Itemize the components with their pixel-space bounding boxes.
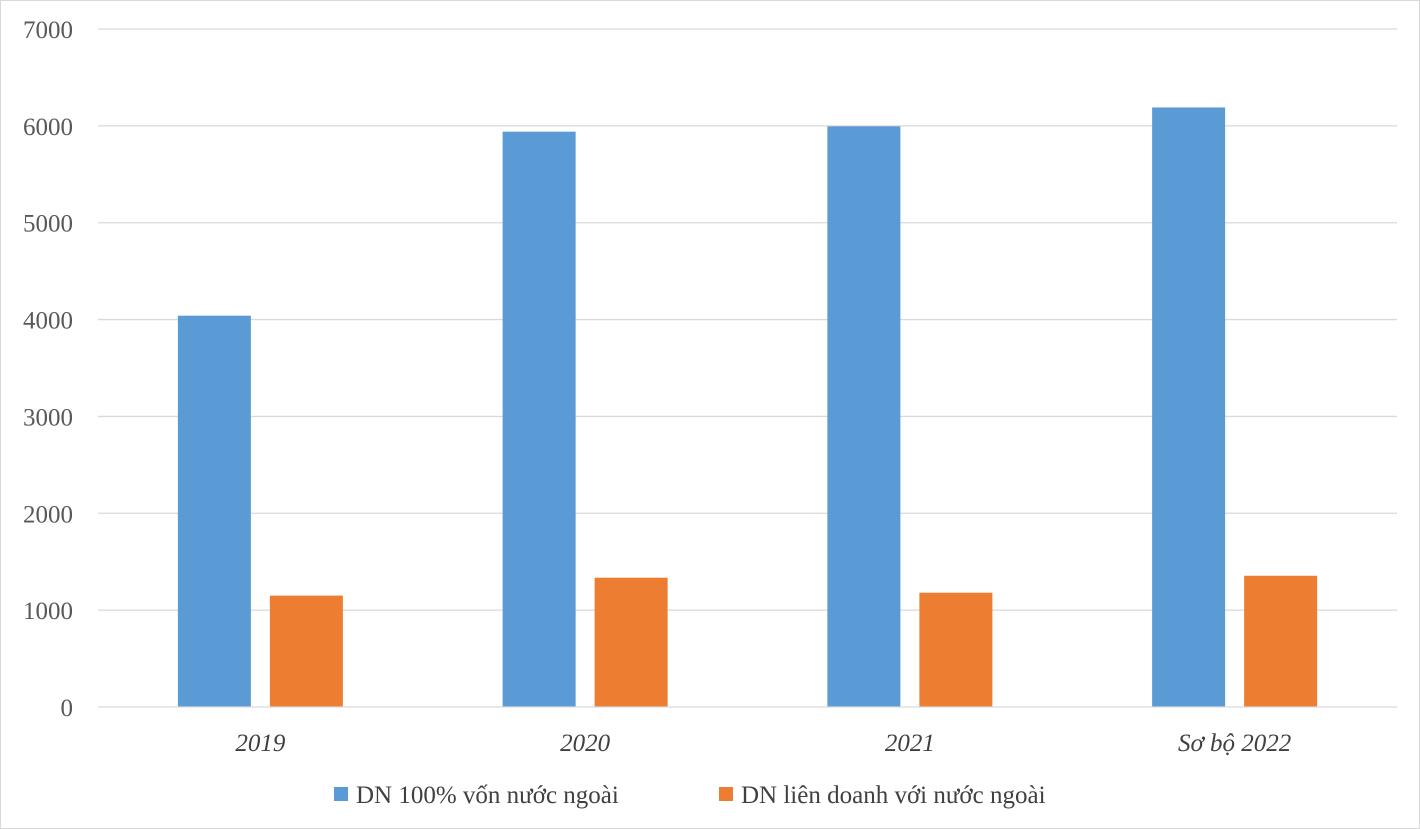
x-category-label: Sơ bộ 2022 [1178, 730, 1291, 757]
y-tick-label: 4000 [23, 308, 73, 335]
bar-dn-100-von-nuoc-ngoai-1 [502, 131, 576, 707]
y-axis-ticks: 0 1000 2000 3000 4000 5000 6000 7000 [23, 17, 73, 722]
bar-dn-lien-doanh-1 [594, 577, 668, 707]
bar-dn-100-von-nuoc-ngoai-3 [1152, 107, 1226, 707]
x-category-label: 2020 [560, 730, 611, 757]
y-tick-label: 7000 [23, 17, 73, 44]
bar-dn-lien-doanh-2 [919, 592, 993, 707]
y-tick-label: 6000 [23, 114, 73, 141]
bar-dn-lien-doanh-3 [1244, 575, 1318, 707]
bar-dn-100-von-nuoc-ngoai-2 [827, 126, 901, 707]
y-tick-label: 3000 [23, 404, 73, 431]
bars [177, 107, 1318, 707]
y-tick-label: 5000 [23, 211, 73, 238]
x-axis-categories: 2019 2020 2021 Sơ bộ 2022 [235, 730, 1291, 757]
y-tick-label: 1000 [23, 598, 73, 625]
y-tick-label: 0 [61, 695, 74, 722]
legend-swatch [719, 787, 733, 801]
bar-dn-lien-doanh-0 [269, 595, 343, 707]
x-category-label: 2019 [235, 730, 286, 757]
gridlines [98, 28, 1397, 611]
bar-dn-100-von-nuoc-ngoai-0 [177, 315, 251, 707]
x-category-label: 2021 [885, 730, 935, 757]
legend: DN 100% vốn nước ngoài DN liên doanh với … [334, 782, 1046, 809]
legend-label: DN 100% vốn nước ngoài [356, 782, 619, 809]
legend-label: DN liên doanh với nước ngoài [741, 782, 1046, 809]
legend-swatch [334, 787, 348, 801]
y-tick-label: 2000 [23, 501, 73, 528]
